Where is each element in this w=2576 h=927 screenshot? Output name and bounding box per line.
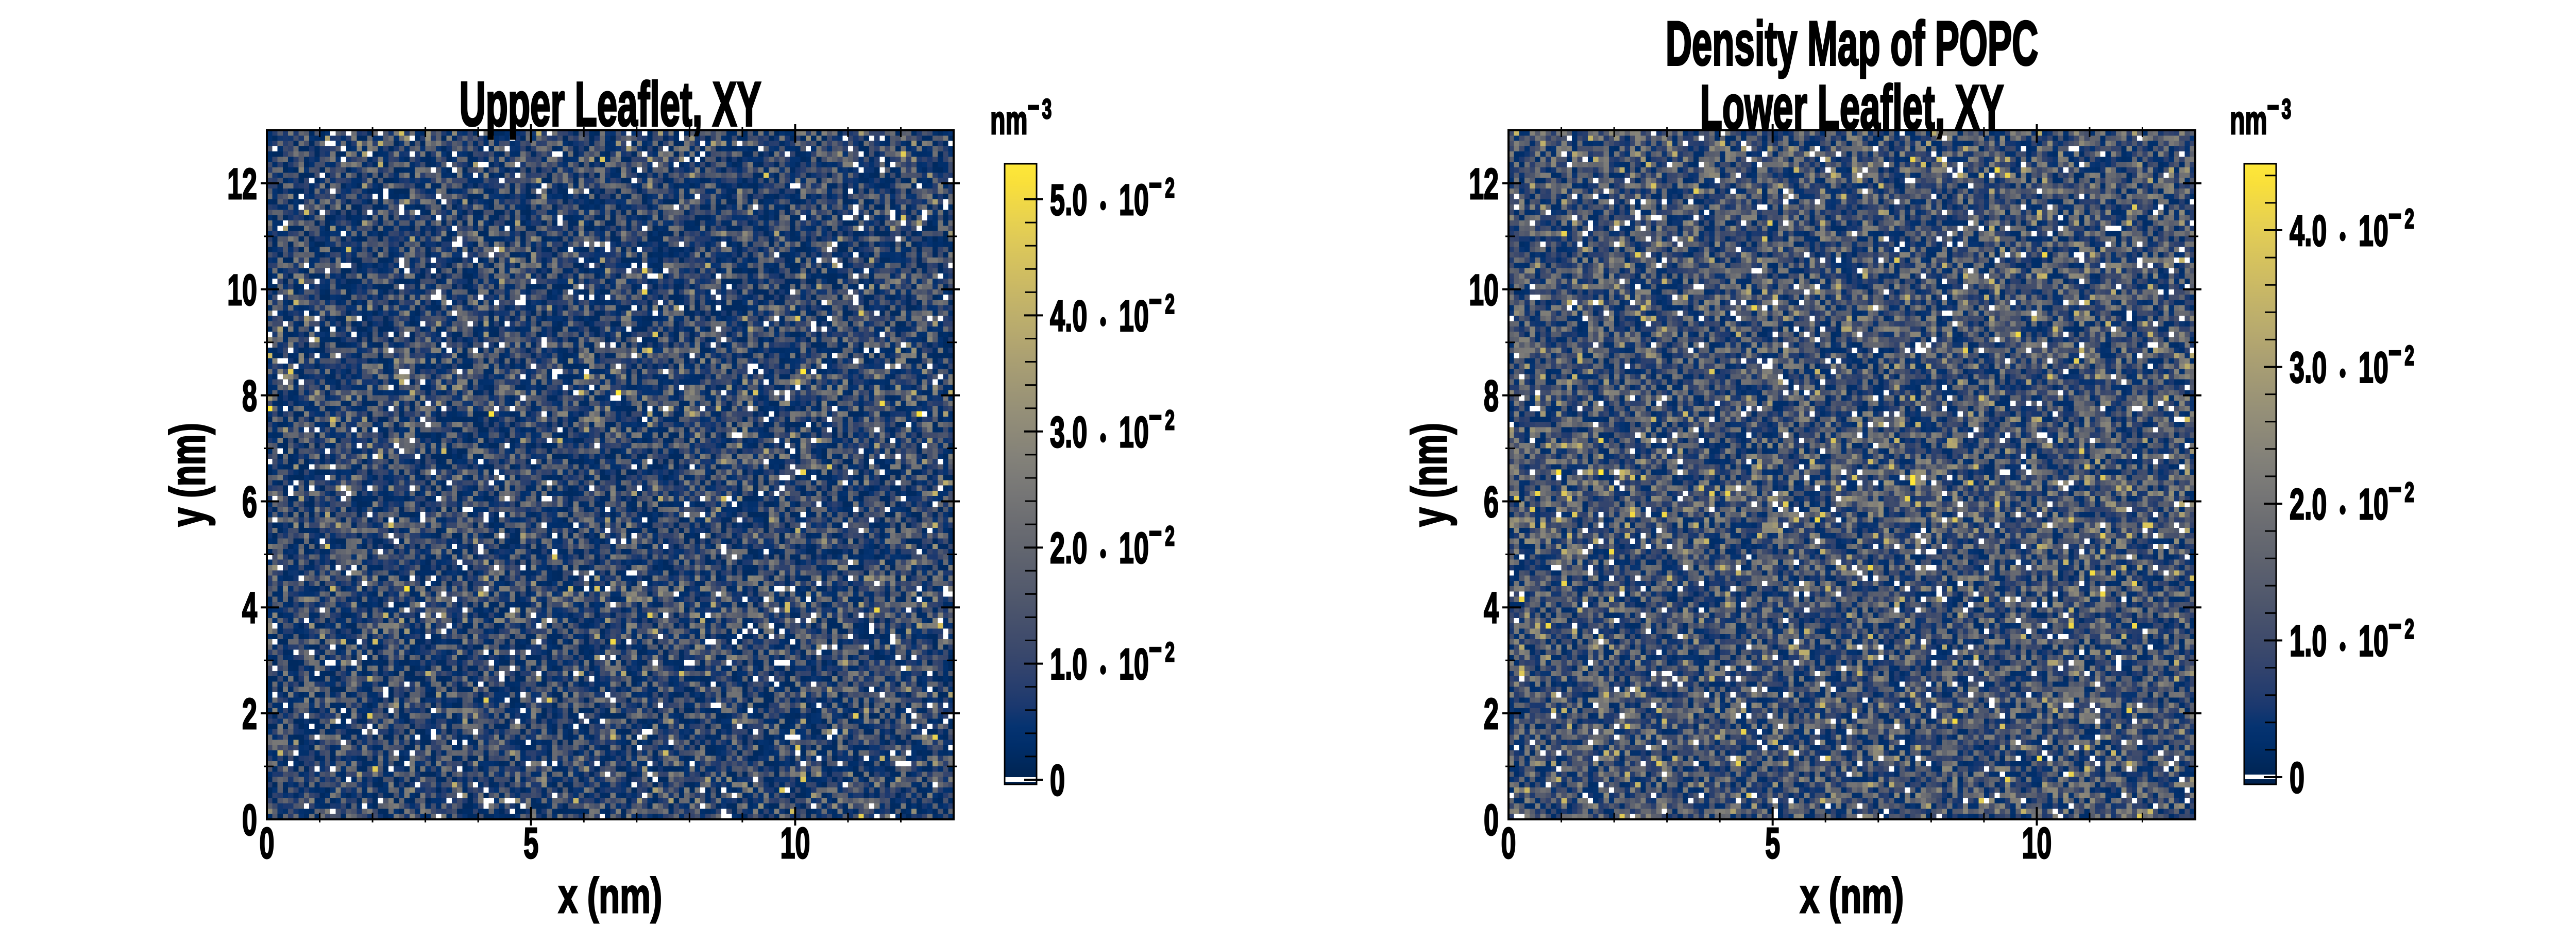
svg-text:10: 10	[1469, 266, 1499, 314]
svg-text:4.0 • 10−2: 4.0 • 10−2	[2290, 196, 2414, 255]
svg-text:0: 0	[242, 796, 257, 844]
svg-text:6: 6	[242, 478, 257, 526]
svg-text:10: 10	[780, 819, 810, 867]
svg-text:12: 12	[227, 160, 257, 208]
svg-text:4: 4	[242, 584, 257, 632]
svg-text:8: 8	[242, 372, 257, 420]
svg-text:3.0 • 10−2: 3.0 • 10−2	[2290, 333, 2414, 392]
svg-text:2.0 • 10−2: 2.0 • 10−2	[2290, 469, 2414, 528]
svg-text:0: 0	[2290, 753, 2304, 802]
svg-text:4.0 • 10−2: 4.0 • 10−2	[1050, 281, 1175, 340]
svg-text:Lower Leaflet, XY: Lower Leaflet, XY	[1700, 73, 2004, 143]
svg-text:5.0 • 10−2: 5.0 • 10−2	[1050, 165, 1175, 224]
svg-text:5: 5	[1765, 819, 1780, 867]
svg-text:2: 2	[242, 690, 257, 738]
svg-text:nm−3: nm−3	[990, 90, 1052, 143]
svg-text:nm−3: nm−3	[2230, 90, 2291, 143]
svg-text:8: 8	[1484, 372, 1499, 420]
svg-text:Density Map of POPC: Density Map of POPC	[1666, 9, 2038, 79]
svg-text:0: 0	[1484, 796, 1499, 844]
svg-text:0: 0	[1050, 756, 1065, 804]
svg-text:x (nm): x (nm)	[558, 868, 663, 923]
svg-text:1.0 • 10−2: 1.0 • 10−2	[2290, 606, 2414, 665]
svg-text:10: 10	[227, 266, 257, 314]
svg-text:5: 5	[523, 819, 538, 867]
svg-text:y (nm): y (nm)	[160, 423, 215, 527]
svg-text:0: 0	[1501, 819, 1516, 867]
svg-text:Upper Leaflet, XY: Upper Leaflet, XY	[460, 70, 761, 140]
svg-text:2: 2	[1484, 690, 1499, 738]
svg-text:10: 10	[2022, 819, 2052, 867]
svg-text:6: 6	[1484, 478, 1499, 526]
svg-text:x (nm): x (nm)	[1800, 868, 1904, 923]
svg-text:12: 12	[1469, 160, 1499, 208]
svg-text:y (nm): y (nm)	[1401, 423, 1457, 527]
svg-text:2.0 • 10−2: 2.0 • 10−2	[1050, 513, 1175, 573]
svg-text:0: 0	[260, 819, 275, 867]
svg-text:3.0 • 10−2: 3.0 • 10−2	[1050, 397, 1175, 456]
svg-text:4: 4	[1484, 584, 1499, 632]
svg-text:1.0 • 10−2: 1.0 • 10−2	[1050, 629, 1175, 689]
